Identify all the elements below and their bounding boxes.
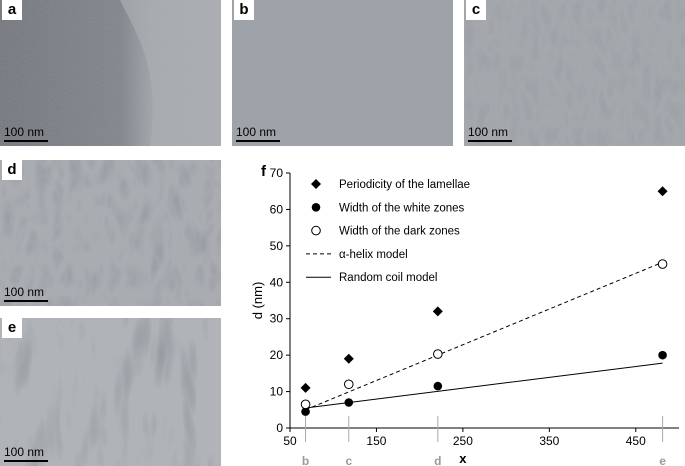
series-line-3	[305, 261, 663, 411]
data-point-filled-circle	[658, 350, 667, 360]
y-tick-label: 70	[270, 166, 284, 180]
sample-marker-label: c	[345, 454, 352, 466]
micrograph-panel-b: b 100 nm	[232, 0, 453, 146]
micrograph-image-e	[0, 318, 221, 466]
micrograph-panel-a: a 100 nm	[0, 0, 221, 146]
scale-label-d: 100 nm	[4, 285, 45, 299]
series-line-4	[305, 362, 663, 409]
panel-letter-e: e	[2, 318, 22, 338]
panel-letter-f: f	[261, 163, 267, 180]
chart-marks	[300, 186, 668, 416]
data-point-filled-circle	[344, 398, 354, 407]
legend-marker-2	[311, 225, 321, 236]
data-point-diamond	[432, 306, 443, 317]
legend-label-0: Periodicity of the lamellae	[339, 179, 470, 191]
y-tick-label: 0	[276, 421, 283, 435]
y-tick-label: 20	[270, 348, 284, 362]
scale-label-e: 100 nm	[4, 445, 45, 459]
scale-bar-a: 100 nm	[4, 126, 48, 142]
panel-letter-d: d	[2, 160, 22, 180]
data-point-open-circle	[300, 399, 311, 410]
x-tick-label: 250	[453, 434, 473, 448]
scale-label-b: 100 nm	[236, 125, 277, 139]
lamellae-chart: f 0 10 20 30 40 50 60 70 50 150 250 350 450 d (nm) x b c…	[250, 163, 679, 466]
panel-letter-a: a	[2, 0, 22, 20]
legend-marker-1	[311, 203, 321, 212]
y-tick-label: 30	[270, 312, 284, 326]
data-point-open-circle	[343, 379, 354, 390]
panel-letter-c: c	[466, 0, 486, 20]
sample-marker-label: d	[434, 454, 441, 466]
legend-label-3: α-helix model	[339, 249, 408, 261]
data-point-open-circle	[657, 259, 668, 269]
x-tick-label: 50	[283, 434, 297, 448]
y-tick-label: 60	[270, 202, 284, 216]
x-axis-label: x	[459, 451, 467, 466]
data-point-filled-circle	[433, 381, 443, 391]
scale-bar-e: 100 nm	[4, 446, 48, 462]
micrograph-image-b	[232, 0, 453, 146]
scale-label-a: 100 nm	[4, 125, 45, 139]
x-tick-label: 450	[626, 434, 646, 448]
legend-label-4: Random coil model	[339, 272, 437, 284]
y-axis-label: d (nm)	[250, 282, 265, 320]
micrograph-panel-d: d 100 nm	[0, 160, 221, 306]
data-point-filled-circle	[301, 407, 310, 416]
x-tick-label: 350	[539, 434, 559, 448]
micrograph-panel-c: c 100 nm	[464, 0, 685, 146]
chart-axes: 0 10 20 30 40 50 60 70 50 150 250 350 450 d (nm) x b c d e	[250, 166, 679, 466]
scale-bar-b: 100 nm	[236, 126, 280, 142]
data-point-diamond	[657, 186, 668, 197]
scale-bar-c: 100 nm	[468, 126, 512, 142]
y-tick-label: 10	[270, 385, 284, 399]
sample-marker-label: e	[659, 454, 666, 466]
micrograph-panel-e: e 100 nm	[0, 318, 221, 466]
sample-marker-label: b	[302, 454, 309, 466]
micrograph-image-d	[0, 160, 221, 306]
scale-bar-d: 100 nm	[4, 286, 48, 302]
y-tick-label: 40	[270, 275, 284, 289]
legend-label-1: Width of the white zones	[339, 202, 465, 214]
micrograph-image-a	[0, 0, 221, 146]
panel-letter-b: b	[234, 0, 254, 20]
scale-label-c: 100 nm	[468, 125, 509, 139]
data-point-diamond	[300, 382, 311, 393]
y-tick-label: 50	[270, 239, 284, 253]
micrograph-image-c	[464, 0, 685, 146]
legend-label-2: Width of the dark zones	[339, 226, 460, 238]
data-point-open-circle	[433, 349, 443, 359]
legend-marker-0	[311, 179, 321, 189]
x-tick-label: 150	[366, 434, 386, 448]
data-point-diamond	[343, 353, 354, 364]
chart-legend: Periodicity of the lamellae Width of the …	[306, 179, 470, 284]
